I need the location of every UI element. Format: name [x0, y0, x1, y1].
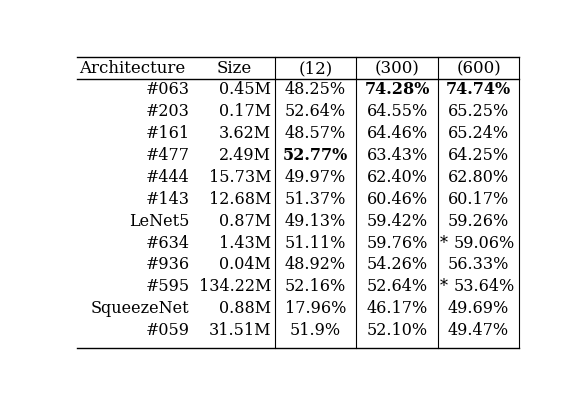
Text: 51.37%: 51.37%: [285, 191, 346, 208]
Text: SqueezeNet: SqueezeNet: [91, 300, 190, 317]
Text: 0.88M: 0.88M: [219, 300, 271, 317]
Text: 65.25%: 65.25%: [448, 103, 509, 120]
Text: 56.33%: 56.33%: [448, 256, 509, 273]
Text: (12): (12): [299, 60, 333, 78]
Text: #634: #634: [146, 234, 190, 252]
Text: 65.24%: 65.24%: [448, 125, 509, 142]
Text: #936: #936: [146, 256, 190, 273]
Text: 52.16%: 52.16%: [285, 278, 346, 295]
Text: 48.25%: 48.25%: [285, 81, 346, 98]
Text: 134.22M: 134.22M: [199, 278, 271, 295]
Text: 49.97%: 49.97%: [285, 169, 346, 186]
Text: #477: #477: [146, 147, 190, 164]
Text: #203: #203: [146, 103, 190, 120]
Text: #444: #444: [146, 169, 190, 186]
Text: 59.26%: 59.26%: [448, 213, 509, 230]
Text: 17.96%: 17.96%: [285, 300, 346, 317]
Text: 51.9%: 51.9%: [290, 322, 341, 339]
Text: (300): (300): [375, 60, 420, 78]
Text: 15.73M: 15.73M: [209, 169, 271, 186]
Text: 0.17M: 0.17M: [219, 103, 271, 120]
Text: LeNet5: LeNet5: [129, 213, 190, 230]
Text: 46.17%: 46.17%: [367, 300, 428, 317]
Text: 60.17%: 60.17%: [448, 191, 509, 208]
Text: 59.42%: 59.42%: [367, 213, 428, 230]
Text: #063: #063: [146, 81, 190, 98]
Text: 49.47%: 49.47%: [448, 322, 509, 339]
Text: 52.64%: 52.64%: [285, 103, 346, 120]
Text: 63.43%: 63.43%: [367, 147, 428, 164]
Text: 0.04M: 0.04M: [219, 256, 271, 273]
Text: #161: #161: [146, 125, 190, 142]
Text: 52.77%: 52.77%: [283, 147, 348, 164]
Text: 52.64%: 52.64%: [367, 278, 428, 295]
Text: 74.28%: 74.28%: [364, 81, 430, 98]
Text: 53.64%: 53.64%: [453, 278, 515, 295]
Text: 2.49M: 2.49M: [219, 147, 271, 164]
Text: *: *: [440, 234, 448, 252]
Text: 64.46%: 64.46%: [367, 125, 428, 142]
Text: 59.76%: 59.76%: [366, 234, 428, 252]
Text: 62.80%: 62.80%: [448, 169, 509, 186]
Text: 59.06%: 59.06%: [453, 234, 515, 252]
Text: 52.10%: 52.10%: [367, 322, 428, 339]
Text: #143: #143: [146, 191, 190, 208]
Text: 74.74%: 74.74%: [446, 81, 511, 98]
Text: 60.46%: 60.46%: [367, 191, 428, 208]
Text: 64.55%: 64.55%: [367, 103, 428, 120]
Text: 49.13%: 49.13%: [285, 213, 346, 230]
Text: 0.87M: 0.87M: [219, 213, 271, 230]
Text: #595: #595: [146, 278, 190, 295]
Text: 31.51M: 31.51M: [209, 322, 271, 339]
Text: 62.40%: 62.40%: [367, 169, 428, 186]
Text: Architecture: Architecture: [80, 60, 186, 78]
Text: 54.26%: 54.26%: [367, 256, 428, 273]
Text: (600): (600): [456, 60, 501, 78]
Text: 1.43M: 1.43M: [219, 234, 271, 252]
Text: 3.62M: 3.62M: [219, 125, 271, 142]
Text: 0.45M: 0.45M: [219, 81, 271, 98]
Text: Size: Size: [217, 60, 251, 78]
Text: #059: #059: [146, 322, 190, 339]
Text: *: *: [440, 278, 448, 295]
Text: 48.92%: 48.92%: [285, 256, 346, 273]
Text: 48.57%: 48.57%: [285, 125, 346, 142]
Text: 64.25%: 64.25%: [448, 147, 509, 164]
Text: 51.11%: 51.11%: [285, 234, 346, 252]
Text: 12.68M: 12.68M: [209, 191, 271, 208]
Text: 49.69%: 49.69%: [448, 300, 509, 317]
